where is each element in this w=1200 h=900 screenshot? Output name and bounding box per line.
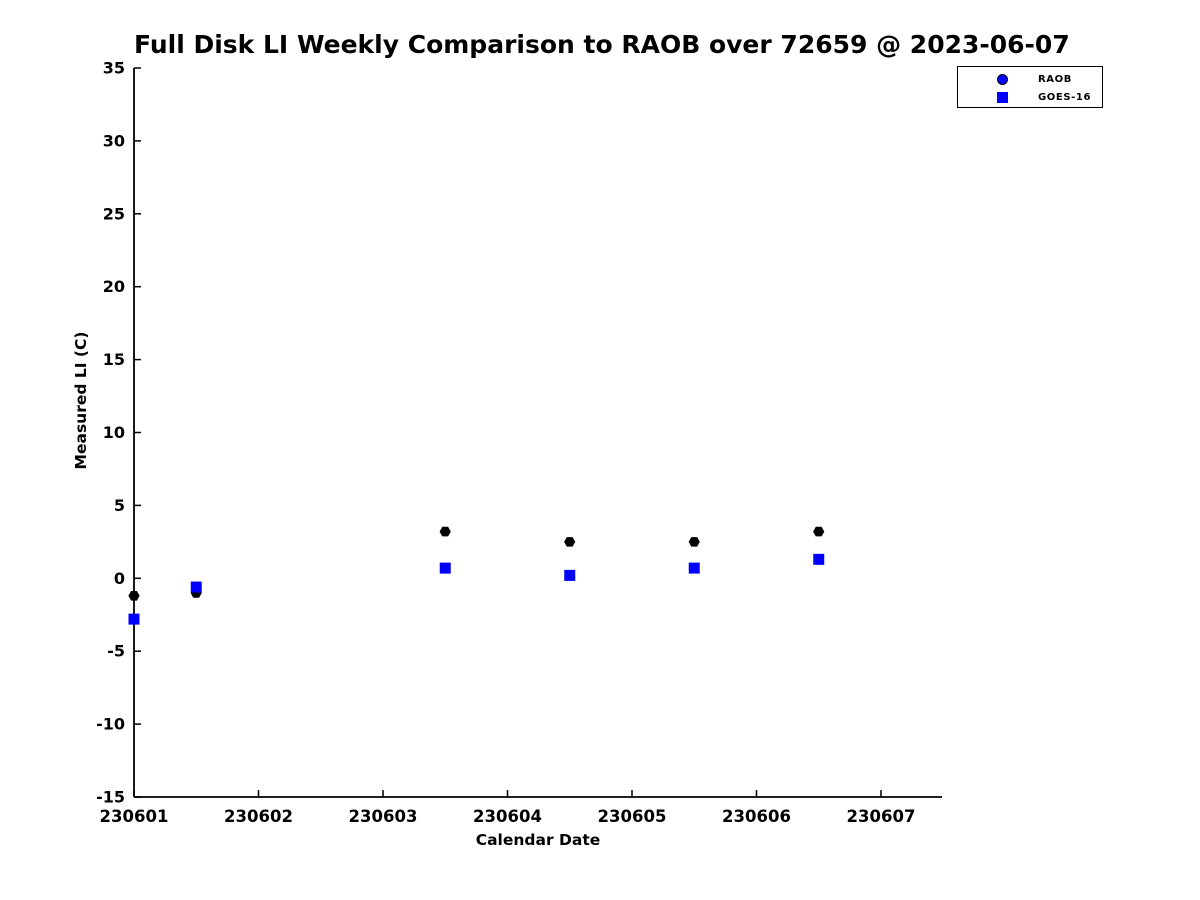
goes-16-point [813,553,825,565]
legend: RAOB GOES-16 [957,66,1103,108]
x-tick-label: 230606 [722,807,791,826]
y-tick-label: 25 [103,204,125,223]
y-tick-label: 30 [103,131,125,150]
y-tick-label: 10 [103,423,125,442]
y-tick-label: 0 [114,569,125,588]
x-tick-label: 230605 [598,807,667,826]
goes-16-point [190,581,202,593]
goes-16-point [564,569,576,581]
y-tick-label: -10 [96,715,125,734]
goes16-legend-marker-icon [997,91,1008,103]
goes-16-point [439,562,451,574]
raob-point [128,591,140,601]
y-tick-label: 5 [114,496,125,515]
chart-title: Full Disk LI Weekly Comparison to RAOB o… [134,30,1070,59]
y-axis-label: Measured LI (C) [72,332,90,470]
goes-16-point [688,562,700,574]
y-tick-label: -15 [96,788,125,807]
legend-label-raob: RAOB [1038,73,1072,85]
goes-16-point [128,613,140,625]
x-tick-label: 230602 [224,807,293,826]
x-axis-label: Calendar Date [476,831,601,849]
legend-item-raob: RAOB [958,70,1102,88]
legend-label-goes16: GOES-16 [1038,91,1092,103]
raob-point [688,537,700,547]
raob-legend-marker-icon [997,73,1008,85]
y-tick-label: 35 [103,59,125,78]
raob-point [564,537,576,547]
raob-point [813,526,825,537]
x-tick-label: 230603 [349,807,418,826]
legend-item-goes16: GOES-16 [958,88,1102,106]
y-tick-label: -5 [107,642,125,661]
x-tick-label: 230601 [100,807,169,826]
x-tick-label: 230604 [473,807,542,826]
y-tick-label: 15 [103,350,125,369]
raob-point [439,526,451,537]
x-tick-label: 230607 [847,807,916,826]
y-tick-label: 20 [103,277,125,296]
